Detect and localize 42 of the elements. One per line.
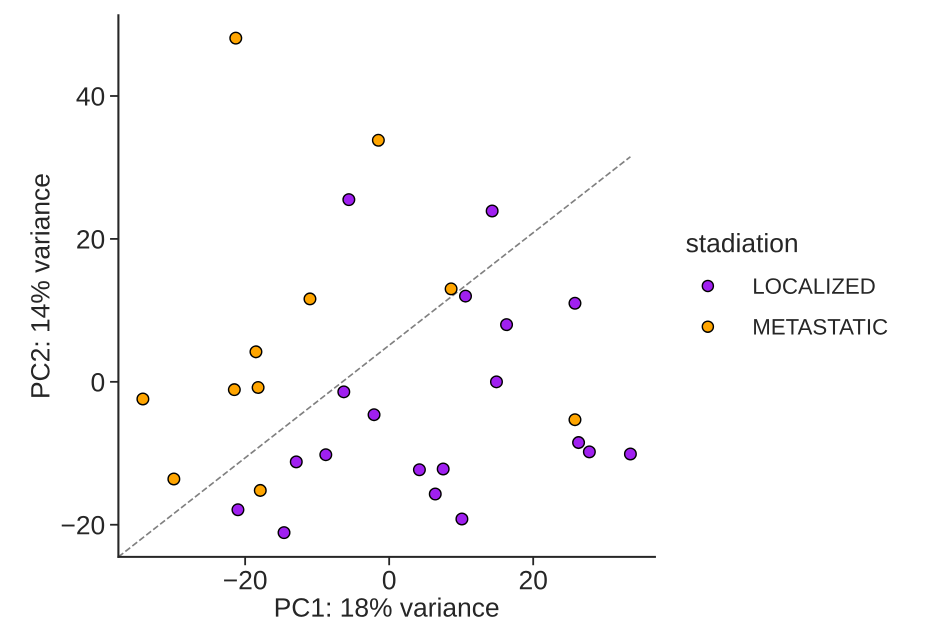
point xyxy=(368,408,381,422)
point xyxy=(249,345,262,358)
y-axis-title: PC2: 14% variance xyxy=(30,174,50,397)
point xyxy=(412,463,426,476)
y-tick-label: 20 xyxy=(77,230,104,249)
point xyxy=(436,462,450,476)
point xyxy=(319,448,332,462)
y-tick-label: −20 xyxy=(62,516,104,535)
legend-title: stadiation xyxy=(686,233,797,252)
point xyxy=(500,318,514,332)
x-axis-title: PC1: 18% variance xyxy=(276,597,498,617)
point xyxy=(342,193,356,206)
x-tick-label: 20 xyxy=(520,570,547,590)
point xyxy=(254,484,267,497)
x-tick-label: −20 xyxy=(224,570,266,590)
point xyxy=(231,503,244,516)
point xyxy=(490,375,503,388)
point xyxy=(568,296,582,310)
point xyxy=(337,385,350,398)
point xyxy=(229,32,242,45)
point xyxy=(290,455,303,468)
x-tick-label: 0 xyxy=(382,570,396,590)
point xyxy=(303,292,316,306)
point xyxy=(455,512,468,526)
point xyxy=(572,436,586,450)
legend-label: LOCALIZED xyxy=(754,278,875,294)
point xyxy=(252,381,265,394)
point xyxy=(372,134,385,147)
point xyxy=(568,413,582,426)
point xyxy=(167,472,180,486)
point xyxy=(459,290,472,303)
point xyxy=(278,526,291,540)
point xyxy=(428,488,442,501)
y-tick-label: 40 xyxy=(76,87,104,106)
y-tick-label: 0 xyxy=(92,372,104,392)
legend-label: METASTATIC xyxy=(754,318,888,335)
point xyxy=(486,204,499,218)
point xyxy=(444,282,458,296)
point xyxy=(582,445,596,458)
point xyxy=(136,392,150,406)
point xyxy=(624,447,637,460)
point xyxy=(228,383,241,396)
